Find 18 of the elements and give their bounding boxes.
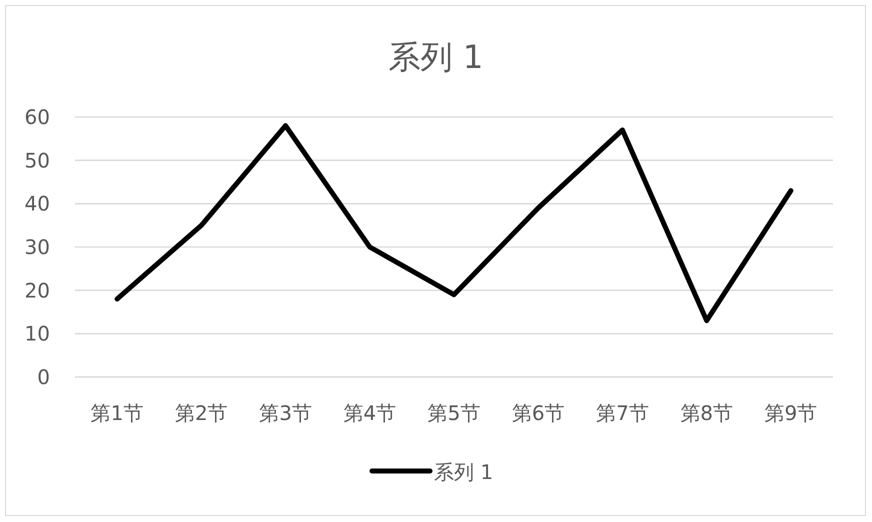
- xtick: 第5节: [428, 401, 480, 425]
- ytick: 50: [24, 148, 50, 172]
- ytick: 40: [24, 192, 50, 216]
- xtick: 第8节: [680, 401, 734, 425]
- xtick: 第9节: [764, 401, 818, 425]
- ytick: 20: [24, 278, 50, 302]
- title: 系列 1: [388, 38, 484, 76]
- xtick: 第1节: [90, 401, 144, 425]
- ytick: 30: [24, 235, 50, 259]
- xtick: 第3节: [259, 401, 312, 425]
- xtick: 第2节: [174, 401, 228, 425]
- ytick: 60: [24, 105, 50, 129]
- xtick: 第6节: [512, 401, 565, 425]
- xtick: 第4节: [343, 401, 396, 425]
- legend: 系列 1: [434, 460, 494, 484]
- xtick: 第7节: [596, 401, 649, 425]
- ytick: 0: [37, 365, 50, 389]
- ytick: 10: [24, 322, 50, 346]
